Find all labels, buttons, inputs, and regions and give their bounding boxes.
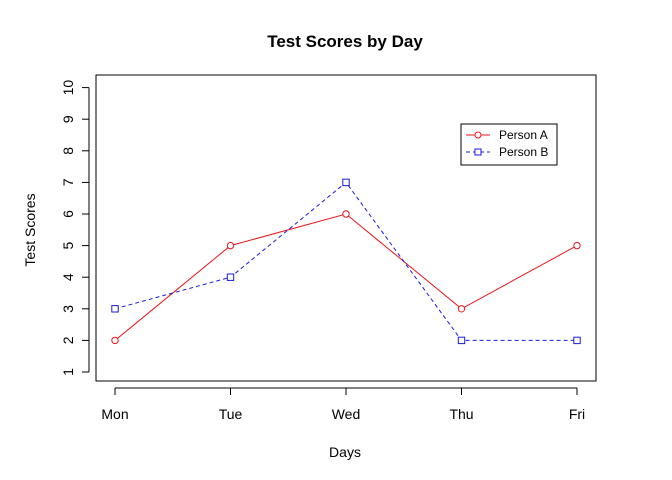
- series-line-person-a: [114, 213, 578, 341]
- y-tick-label: 10: [60, 80, 76, 96]
- legend-label: Person A: [499, 128, 548, 142]
- x-axis-title: Days: [329, 444, 361, 460]
- y-tick-label: 1: [60, 368, 76, 376]
- chart-title: Test Scores by Day: [267, 32, 423, 51]
- data-point-person-b: [226, 273, 235, 281]
- y-tick-label: 9: [60, 115, 76, 123]
- x-tick-label: Thu: [449, 406, 473, 422]
- data-point-person-a: [457, 305, 466, 313]
- data-point-person-a: [573, 241, 581, 250]
- data-point-person-a: [226, 241, 235, 250]
- data-point-person-a: [342, 210, 350, 218]
- plot-frame: [95, 74, 597, 382]
- x-tick-label: Fri: [569, 406, 585, 422]
- y-tick-label: 3: [60, 305, 76, 313]
- legend-marker: [474, 131, 482, 139]
- series-layer: [111, 178, 581, 345]
- series-line-person-b: [114, 181, 577, 341]
- y-tick-label: 5: [60, 241, 76, 249]
- x-tick-label: Tue: [219, 406, 243, 422]
- x-tick-label: Mon: [101, 406, 128, 422]
- x-axis: Mon Tue Wed Thu Fri: [101, 387, 585, 422]
- y-tick-label: 6: [60, 210, 76, 218]
- y-tick-label: 2: [60, 336, 76, 344]
- data-point-person-b: [573, 336, 581, 345]
- y-tick-label: 7: [60, 178, 76, 186]
- legend: Person A Person B: [460, 123, 558, 166]
- y-tick-label: 8: [60, 147, 76, 155]
- data-point-person-b: [457, 336, 466, 345]
- x-tick-label: Wed: [332, 406, 361, 422]
- y-axis-title: Test Scores: [22, 193, 38, 266]
- data-point-person-b: [342, 178, 350, 187]
- data-point-person-a: [111, 336, 119, 345]
- y-tick-label: 4: [60, 273, 76, 281]
- data-point-person-b: [111, 305, 119, 313]
- y-axis: 1 2 3 4 5 6 7 8 9 10: [60, 80, 90, 376]
- legend-box: [460, 123, 558, 166]
- legend-label: Person B: [499, 145, 548, 159]
- legend-marker: [474, 148, 482, 156]
